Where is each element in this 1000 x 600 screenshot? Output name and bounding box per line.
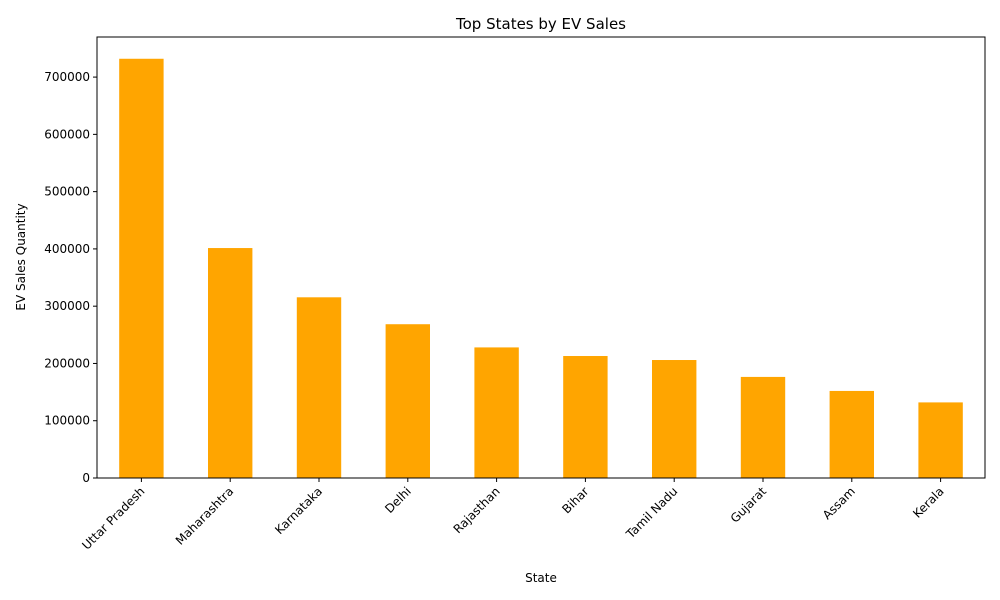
bar (829, 390, 874, 478)
x-axis-label: State (525, 571, 557, 585)
y-tick-label: 600000 (44, 127, 90, 141)
x-tick-label: Maharashtra (173, 484, 237, 548)
bar (652, 360, 697, 478)
y-tick-label: 500000 (44, 185, 90, 199)
y-tick-label: 700000 (44, 70, 90, 84)
y-tick-label: 0 (82, 471, 90, 485)
x-tick-label: Tamil Nadu (623, 484, 681, 542)
y-tick-label: 200000 (44, 356, 90, 370)
bar (208, 248, 253, 478)
x-tick-label: Karnataka (272, 484, 325, 537)
x-axis: Uttar Pradesh Maharashtra Karnataka Delhi Ra… (79, 478, 947, 552)
x-tick-label: Gujarat (728, 484, 770, 526)
y-tick-label: 300000 (44, 299, 90, 313)
y-tick-label: 400000 (44, 242, 90, 256)
x-tick-label: Rajasthan (451, 484, 503, 536)
bars-group (119, 58, 963, 478)
y-axis: 0 100000 200000 300000 400000 500000 600000 700… (44, 70, 97, 485)
chart-title: Top States by EV Sales (455, 15, 626, 33)
bar (296, 297, 342, 478)
x-tick-label: Kerala (910, 484, 947, 521)
x-tick-label: Delhi (382, 484, 414, 516)
y-tick-label: 100000 (44, 414, 90, 428)
plot-frame (96, 36, 986, 479)
bar (385, 324, 430, 478)
bar (474, 347, 519, 478)
bar (119, 58, 164, 478)
x-tick-label: Uttar Pradesh (79, 484, 147, 552)
bar (740, 376, 786, 478)
y-axis-label: EV Sales Quantity (14, 203, 28, 310)
bar (918, 402, 963, 478)
bar (563, 356, 608, 478)
x-tick-label: Assam (820, 484, 858, 522)
x-tick-label: Bihar (559, 484, 591, 516)
